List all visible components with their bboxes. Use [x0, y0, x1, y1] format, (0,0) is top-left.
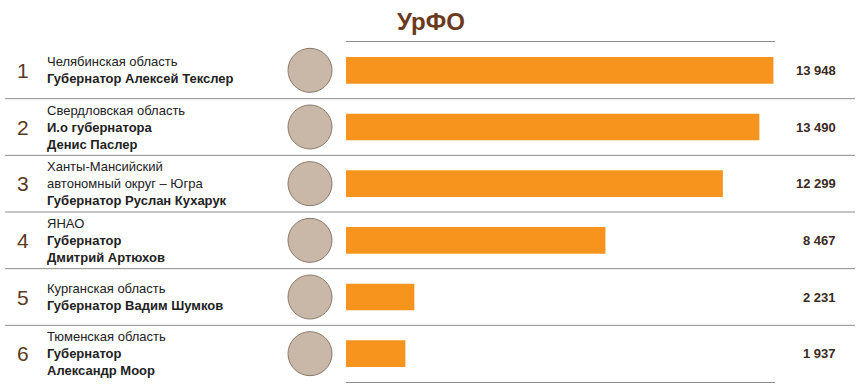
svg-text:13 490: 13 490 — [796, 120, 836, 135]
svg-text:Курганская областьГубернатор В: Курганская областьГубернатор Вадим Шумко… — [47, 281, 223, 313]
svg-text:4: 4 — [17, 229, 29, 252]
svg-text:Челябинская областьГубернатор: Челябинская областьГубернатор Алексей Те… — [47, 54, 234, 86]
svg-text:1: 1 — [17, 59, 29, 82]
svg-text:12 299: 12 299 — [796, 176, 836, 191]
svg-text:2: 2 — [17, 116, 29, 139]
svg-text:Тюменская областьГубернаторАле: Тюменская областьГубернаторАлександр Моо… — [47, 329, 166, 378]
svg-text:8 467: 8 467 — [803, 233, 836, 248]
svg-text:ЯНАОГубернаторДмитрий Артюхов: ЯНАОГубернаторДмитрий Артюхов — [47, 216, 165, 265]
svg-text:УрФО: УрФО — [397, 8, 465, 35]
svg-text:1 937: 1 937 — [803, 346, 836, 361]
svg-text:Свердловская областьИ.о губерн: Свердловская областьИ.о губернатораДенис… — [47, 103, 185, 152]
svg-text:3: 3 — [17, 172, 29, 195]
svg-text:6: 6 — [17, 342, 29, 365]
svg-text:13 948: 13 948 — [796, 63, 836, 78]
svg-text:5: 5 — [17, 286, 29, 309]
svg-text:2 231: 2 231 — [803, 290, 836, 305]
svg-text:Ханты-Мансийскийавтономный окр: Ханты-Мансийскийавтономный округ – ЮграГ… — [47, 159, 227, 208]
